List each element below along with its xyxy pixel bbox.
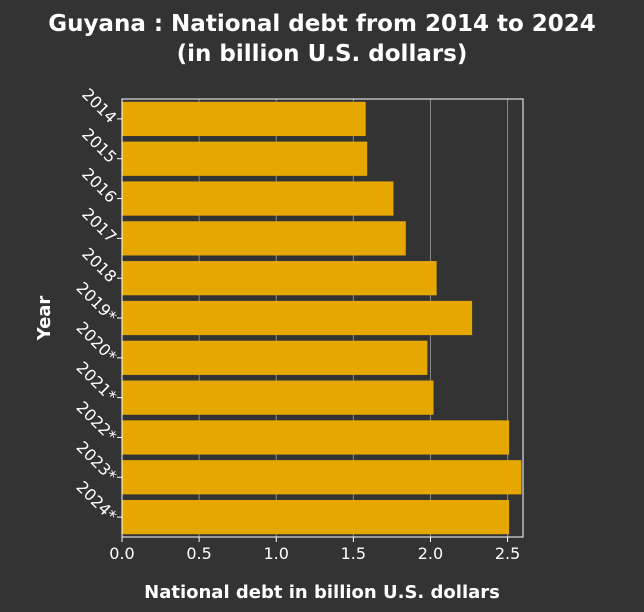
x-tick-label: 0.5 bbox=[186, 544, 211, 563]
y-tick-label: 2016 bbox=[78, 164, 120, 206]
x-tick-label: 2.0 bbox=[418, 544, 443, 563]
bar-2018 bbox=[122, 261, 437, 296]
x-tick-label: 1.0 bbox=[264, 544, 289, 563]
chart-title: Guyana : National debt from 2014 to 2024 bbox=[48, 11, 596, 37]
x-axis-label: National debt in billion U.S. dollars bbox=[144, 582, 500, 603]
y-tick-label: 2014 bbox=[78, 85, 120, 127]
y-tick-label: 2015 bbox=[78, 125, 120, 167]
y-axis-label: Year bbox=[34, 296, 55, 342]
bar-2016 bbox=[122, 181, 394, 216]
bar-2014 bbox=[122, 101, 366, 137]
x-tick-label: 2.5 bbox=[495, 544, 520, 563]
bar-2024-projected bbox=[122, 499, 510, 535]
bar-2017 bbox=[122, 221, 406, 256]
y-tick-label: 2022* bbox=[73, 398, 121, 446]
bar-2021-projected bbox=[122, 380, 434, 415]
bar-2023-projected bbox=[122, 460, 522, 495]
y-tick-label: 2023* bbox=[73, 437, 121, 485]
y-tick-label: 2019* bbox=[73, 278, 121, 326]
y-tick-layer: 201420152016201720182019*2020*2021*2022*… bbox=[73, 85, 122, 525]
bar-layer bbox=[122, 101, 522, 535]
chart-subtitle: (in billion U.S. dollars) bbox=[177, 41, 468, 67]
x-tick-label: 1.5 bbox=[341, 544, 366, 563]
x-tick-label: 0.0 bbox=[109, 544, 134, 563]
bar-2020-projected bbox=[122, 340, 428, 375]
bar-2015 bbox=[122, 141, 368, 176]
y-tick-label: 2017 bbox=[78, 204, 120, 246]
x-tick-layer: 0.0 0.5 1.0 1.5 2.0 2.5 bbox=[109, 537, 520, 563]
y-tick-label: 2024* bbox=[73, 477, 121, 525]
y-tick-label: 2020* bbox=[73, 318, 121, 366]
bar-2019-projected bbox=[122, 300, 473, 336]
y-tick-label: 2021* bbox=[73, 358, 121, 406]
bar-2022-projected bbox=[122, 420, 510, 455]
